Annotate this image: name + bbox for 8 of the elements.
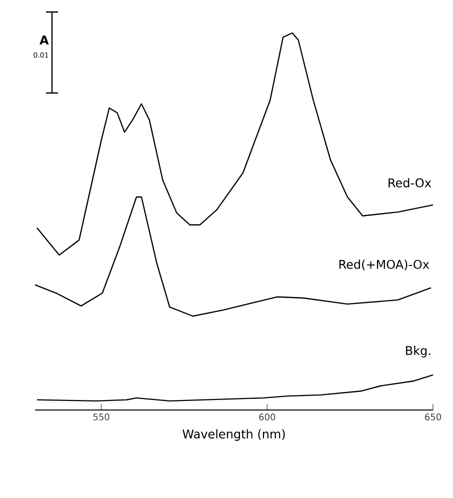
x-tick-label: 550 (93, 414, 110, 420)
x-tick-label: 600 (259, 414, 276, 420)
annotation: A (40, 36, 49, 44)
series-label: Red(+MOA)-Ox (339, 260, 430, 270)
x-tick-label: 650 (425, 414, 441, 420)
series-label: Red-Ox (388, 178, 432, 188)
x-axis-title: Wavelength (nm) (182, 429, 285, 441)
series-label: Bkg. (406, 346, 430, 358)
